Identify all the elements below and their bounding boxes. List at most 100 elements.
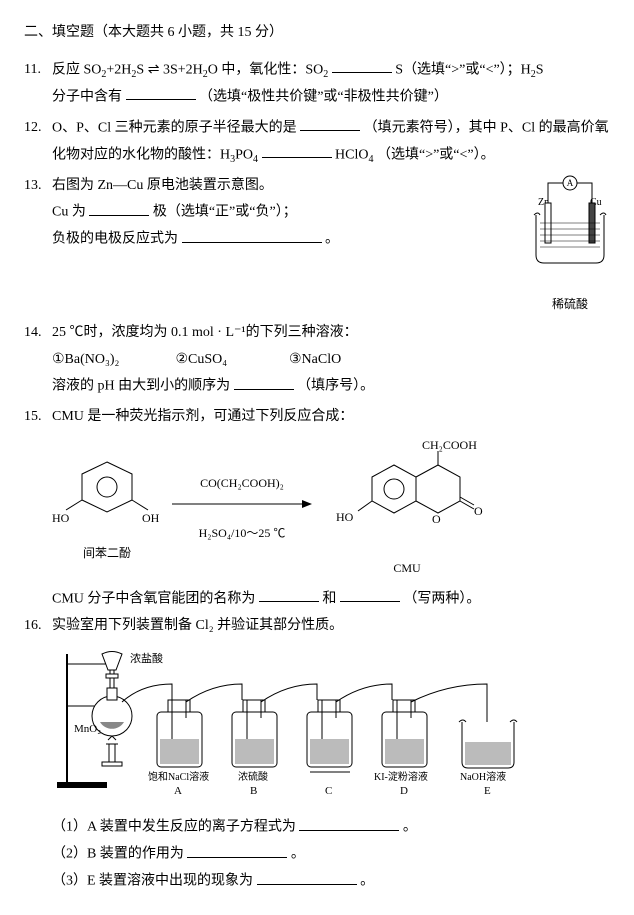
text: 。 (403, 820, 417, 835)
svg-text:CH₂COOH: CH₂COOH (422, 438, 477, 452)
text: 实验室用下列装置制备 Cl₂ 并验证其部分性质。 (52, 618, 343, 633)
question-11: 11. 反应 SO2+2H2S ⇌ 3S+2H2O 中，氧化性：SO2 S（选填… (24, 57, 610, 111)
text: PO (235, 147, 253, 162)
text: 右图为 Zn—Cu 原电池装置示意图。 (52, 178, 273, 193)
blank (257, 868, 357, 884)
svg-text:O: O (432, 512, 441, 526)
text: （1）A 装置中发生反应的离子方程式为 (52, 820, 296, 835)
blank (340, 586, 400, 602)
blank (299, 814, 399, 830)
text: +2H (106, 62, 131, 77)
battery-diagram: A Zn Cu 稀硫酸 (530, 173, 610, 316)
text: O、P、Cl 三种元素的原子半径最大的是 (52, 120, 297, 135)
text: （写两种）。 (403, 591, 480, 606)
svg-text:O: O (474, 504, 483, 518)
mol-left: HO OH 间苯二酚 (52, 452, 162, 565)
blank (126, 84, 196, 100)
bottle-d-label: KI-淀粉溶液 (374, 770, 428, 783)
blank (262, 142, 332, 158)
text: （选填“>”或“<”）。 (377, 147, 495, 162)
text: S（选填“>”或“<”）；H (395, 62, 531, 77)
text: CMU 分子中含氧官能团的名称为 (52, 591, 255, 606)
text: CMU 是一种荧光指示剂，可通过下列反应合成： (52, 409, 353, 424)
text: O 中，氧化性：SO (208, 62, 324, 77)
text: 极（选填“正”或“负”）； (153, 205, 297, 220)
reaction-scheme: HO OH 间苯二酚 CO(CH₂COOH)₂ H₂SO₄/10～25 ℃ O … (24, 437, 610, 580)
text: 负极的电极反应式为 (52, 232, 178, 247)
text: 溶液的 pH 由大到小的顺序为 (52, 379, 230, 394)
q16-num: 16. (24, 613, 52, 640)
left-name: 间苯二酚 (52, 542, 162, 565)
question-12: 12. O、P、Cl 三种元素的原子半径最大的是 （填元素符号），其中 P、Cl… (24, 115, 610, 169)
svg-text:HO: HO (336, 510, 354, 524)
blank (300, 115, 360, 131)
text: 。 (325, 232, 339, 247)
question-13: 13. A Zn Cu (24, 173, 610, 316)
q16-sub3: （3）E 装置溶液中出现的现象为 。 (24, 868, 610, 895)
question-15: 15. CMU 是一种荧光指示剂，可通过下列反应合成： (24, 404, 610, 431)
blank (259, 586, 319, 602)
q11-num: 11. (24, 57, 52, 111)
arrow-bot: H₂SO₄/10～25 ℃ (172, 522, 312, 545)
q16-sub2: （2）B 装置的作用为 。 (24, 841, 610, 868)
q13-body: A Zn Cu 稀硫酸 (52, 173, 610, 316)
ammeter-label: A (567, 178, 574, 188)
text: S (536, 62, 544, 77)
acid-label: 稀硫酸 (530, 293, 610, 316)
bottle-a-label: 饱和NaCl溶液 (148, 770, 209, 783)
section-title: 二、填空题（本大题共 6 小题，共 15 分） (24, 20, 610, 47)
q13-num: 13. (24, 173, 52, 316)
letter-d: D (400, 785, 408, 797)
question-16: 16. 实验室用下列装置制备 Cl₂ 并验证其部分性质。 (24, 613, 610, 640)
text: 。 (360, 874, 374, 889)
arrow-top: CO(CH₂COOH)₂ (172, 472, 312, 495)
text: 分子中含有 (52, 89, 122, 104)
question-14: 14. 25 ℃时，浓度均为 0.1 mol · L⁻¹的下列三种溶液： ①Ba… (24, 320, 610, 400)
q16-sub1: （1）A 装置中发生反应的离子方程式为 。 (24, 814, 610, 841)
text: 反应 SO (52, 62, 101, 77)
svg-text:OH: OH (142, 511, 160, 525)
opt2: ②CuSO₄ (176, 347, 286, 374)
letter-e: E (484, 785, 491, 797)
letter-b: B (250, 785, 257, 797)
q16-body: 实验室用下列装置制备 Cl₂ 并验证其部分性质。 (52, 613, 610, 640)
q12-body: O、P、Cl 三种元素的原子半径最大的是 （填元素符号），其中 P、Cl 的最高… (52, 115, 610, 169)
text: （填元素符号），其中 P、Cl 的最高价氧 (364, 120, 609, 135)
q15-body: CMU 是一种荧光指示剂，可通过下列反应合成： (52, 404, 610, 431)
blank (332, 57, 392, 73)
text: 。 (291, 847, 305, 862)
text: Cu 为 (52, 205, 86, 220)
q14-body: 25 ℃时，浓度均为 0.1 mol · L⁻¹的下列三种溶液： ①Ba(NO₃… (52, 320, 610, 400)
q15-num: 15. (24, 404, 52, 431)
text: 化物对应的水化物的酸性：H (52, 147, 230, 162)
mno2-label: MnO₂ (74, 723, 101, 735)
text: 和 (322, 591, 336, 606)
svg-text:HO: HO (52, 511, 70, 525)
q11-body: 反应 SO2+2H2S ⇌ 3S+2H2O 中，氧化性：SO2 S（选填“>”或… (52, 57, 610, 111)
text: （2）B 装置的作用为 (52, 847, 184, 862)
text: HClO (335, 147, 368, 162)
opt1: ①Ba(NO₃)₂ (52, 347, 172, 374)
blank (234, 373, 294, 389)
hcl-label: 浓盐酸 (130, 651, 163, 665)
mol-right: O O CH₂COOH HO CMU (322, 437, 492, 580)
q12-num: 12. (24, 115, 52, 169)
text: S ⇌ 3S+2H (136, 62, 202, 77)
letter-a: A (174, 785, 182, 797)
blank (89, 199, 149, 215)
text: 25 ℃时，浓度均为 0.1 mol · L⁻¹的下列三种溶液： (52, 325, 358, 340)
q15-line2: CMU 分子中含氧官能团的名称为 和 （写两种）。 (24, 586, 610, 613)
text: （选填“极性共价键”或“非极性共价键”） (199, 89, 448, 104)
bottle-b-label: 浓硫酸 (238, 770, 268, 783)
text: （填序号）。 (297, 379, 374, 394)
right-name: CMU (322, 557, 492, 580)
beaker-e-label: NaOH溶液 (460, 770, 506, 783)
letter-c: C (325, 785, 332, 797)
text: （3）E 装置溶液中出现的现象为 (52, 874, 253, 889)
opt3: ③NaClO (289, 347, 399, 374)
reaction-arrow: CO(CH₂COOH)₂ H₂SO₄/10～25 ℃ (172, 472, 312, 544)
apparatus-diagram: 浓盐酸 MnO₂ (24, 644, 610, 815)
blank (182, 226, 322, 242)
blank (187, 841, 287, 857)
q14-num: 14. (24, 320, 52, 400)
